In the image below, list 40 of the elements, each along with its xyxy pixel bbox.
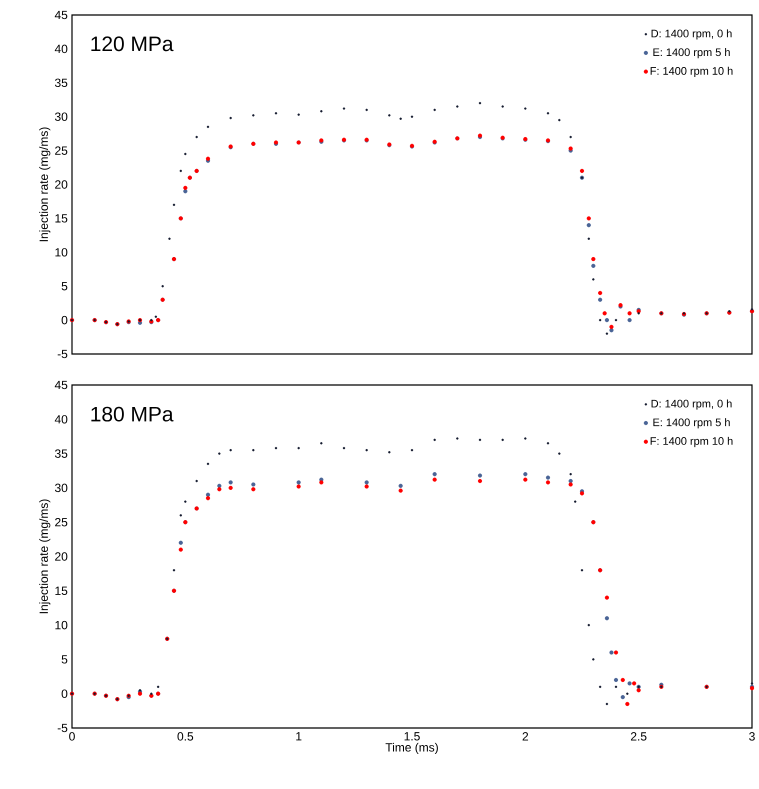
y-tick-label: 15 [55, 214, 68, 223]
x-tick-label: 2 [522, 732, 528, 741]
y-tick-label: 35 [54, 449, 68, 458]
y-axis-title: Injection rate (mg/ms) [39, 127, 50, 242]
x-axis-title: Time (ms) [385, 742, 438, 754]
y-tick-label: 45 [54, 10, 68, 20]
y-tick-label: 40 [54, 44, 68, 54]
y-tick-label: -5 [58, 350, 68, 358]
x-tick-label: 1 [296, 732, 302, 740]
annotation: 120 MPa [91, 36, 174, 52]
x-tick-label: 0 [69, 732, 75, 741]
legend-label: D: 1400 rpm, 0 h [651, 399, 732, 410]
x-tick-label: 3 [748, 732, 755, 741]
y-tick-label: 45 [54, 380, 68, 390]
y-tick-label: 25 [54, 518, 68, 526]
legend-label: D: 1400 rpm, 0 h [651, 29, 732, 40]
y-tick-label: 20 [54, 180, 68, 189]
y-tick-label: 10 [55, 620, 68, 630]
annotation: 180 MPa [91, 406, 174, 422]
y-tick-label: 5 [62, 282, 68, 290]
y-tick-label: 30 [54, 112, 68, 121]
legend-label: E: 1400 rpm 5 h [653, 418, 730, 428]
y-tick-label: 10 [55, 248, 68, 257]
x-tick-label: 1.5 [404, 732, 420, 741]
y-axis-title: Injection rate (mg/ms) [39, 499, 50, 614]
legend-label: F: 1400 rpm 10 h [650, 436, 732, 448]
y-tick-label: -5 [58, 724, 68, 732]
x-tick-label: 2.5 [630, 732, 646, 741]
y-tick-label: 35 [54, 78, 68, 88]
legend-label: E: 1400 rpm 5 h [653, 48, 730, 58]
y-tick-label: 30 [54, 484, 68, 492]
y-tick-label: 15 [55, 586, 68, 595]
y-tick-label: 40 [54, 415, 68, 424]
y-tick-label: 25 [54, 146, 68, 155]
y-tick-label: 5 [62, 655, 68, 664]
y-tick-label: 0 [61, 689, 68, 698]
y-tick-label: 0 [61, 316, 68, 324]
y-tick-label: 20 [54, 552, 68, 561]
legend-label: F: 1400 rpm 10 h [650, 66, 732, 77]
x-tick-label: 0.5 [177, 732, 193, 741]
